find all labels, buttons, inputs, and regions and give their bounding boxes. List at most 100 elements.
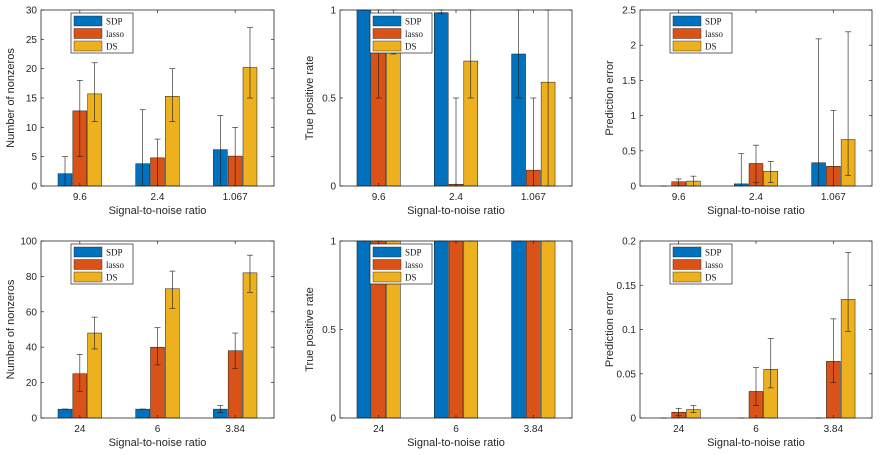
y-tick-label: 0 — [630, 182, 636, 193]
legend-label-lasso: lasso — [405, 260, 424, 270]
y-tick-label: 0.5 — [622, 146, 636, 157]
x-tick-label: 6 — [155, 424, 161, 435]
legend-swatch-sdp — [372, 246, 402, 258]
x-tick-label: 3.84 — [824, 424, 844, 435]
bar-sdp — [356, 9, 372, 187]
y-tick-label: 30 — [26, 6, 38, 17]
y-tick-label: 20 — [26, 378, 38, 389]
subplot-3: 0 0.5 1 1.5 2 2.5 9.6 2.4 1.067 Signal-to-noise r… — [604, 6, 873, 217]
legend-label-sdp: SDP — [705, 17, 722, 27]
x-tick-label: 6 — [453, 424, 459, 435]
legend-label-ds: DS — [405, 273, 417, 283]
x-tick-label: 2.4 — [749, 192, 763, 203]
subplot-1: 0 5 10 15 20 25 30 9.6 2.4 1.067 Signal-to-noise r… — [5, 6, 275, 217]
y-tick-label: 0.15 — [617, 281, 637, 292]
x-axis-label: Signal-to-noise ratio — [707, 437, 805, 449]
subplot-5: 0 0.5 1 24 6 3.84 Signal-to-noise ratio True po… — [304, 237, 573, 449]
bar-lasso — [526, 240, 541, 419]
legend: SDP lasso DS — [70, 243, 134, 285]
legend-swatch-ds — [73, 40, 103, 52]
x-axis-label: Signal-to-noise ratio — [109, 437, 207, 449]
legend: SDP lasso DS — [669, 12, 733, 54]
bar-sdp — [434, 12, 449, 187]
bar-sdp — [356, 240, 372, 419]
legend-swatch-ds — [73, 271, 103, 283]
legend: SDP lasso DS — [669, 243, 733, 285]
x-axis-label: Signal-to-noise ratio — [407, 437, 505, 449]
x-axis-label: Signal-to-noise ratio — [407, 205, 505, 217]
x-tick-label: 24 — [673, 424, 685, 435]
legend-label-ds: DS — [106, 273, 118, 283]
legend-label-ds: DS — [705, 42, 717, 52]
x-tick-label: 2.4 — [449, 192, 463, 203]
axes-frame — [40, 9, 275, 187]
y-tick-label: 1 — [330, 237, 336, 248]
legend-swatch-ds — [372, 40, 402, 52]
y-tick-label: 0 — [31, 182, 37, 193]
x-tick-label: 24 — [373, 424, 385, 435]
legend-swatch-sdp — [372, 15, 402, 27]
legend-swatch-sdp — [73, 15, 103, 27]
x-tick-label: 6 — [753, 424, 759, 435]
y-tick-label: 0.1 — [622, 325, 636, 336]
y-tick-label: 80 — [26, 272, 38, 283]
legend-swatch-ds — [672, 271, 702, 283]
legend-label-sdp: SDP — [405, 248, 422, 258]
y-tick-label: 0 — [330, 182, 336, 193]
y-axis-label: Number of nonzeros — [5, 279, 17, 379]
x-tick-label: 9.6 — [73, 192, 87, 203]
y-tick-label: 0 — [630, 414, 636, 425]
legend-swatch-lasso — [672, 28, 702, 39]
y-tick-label: 2.5 — [622, 6, 636, 17]
x-tick-label: 9.6 — [372, 192, 386, 203]
subplot-4: 0 20 40 60 80 100 24 6 3.84 Signal-to-noise ratio… — [5, 237, 275, 449]
y-axis-label: True positive rate — [304, 56, 316, 141]
bar-sdp — [57, 408, 73, 419]
legend-swatch-sdp — [73, 246, 103, 258]
y-tick-label: 0.05 — [617, 369, 637, 380]
y-tick-label: 60 — [26, 307, 38, 318]
legend-label-lasso: lasso — [405, 29, 424, 39]
y-axis-label: Prediction error — [604, 292, 616, 368]
x-tick-label: 1.067 — [821, 192, 846, 203]
y-tick-label: 1 — [330, 6, 336, 17]
x-tick-label: 3.84 — [524, 424, 544, 435]
x-tick-label: 3.84 — [225, 424, 245, 435]
legend-label-ds: DS — [705, 273, 717, 283]
x-tick-label: 1.067 — [223, 192, 248, 203]
legend-label-sdp: SDP — [106, 248, 123, 258]
legend-swatch-ds — [672, 40, 702, 52]
legend-swatch-ds — [372, 271, 402, 283]
bar-ds — [242, 272, 258, 419]
legend-label-sdp: SDP — [705, 248, 722, 258]
subplot-6: 0 0.05 0.1 0.15 0.2 24 6 3.84 Signal-to-noise ra… — [604, 237, 873, 449]
y-tick-label: 0.5 — [322, 325, 336, 336]
bar-sdp — [511, 240, 526, 419]
legend-label-lasso: lasso — [705, 29, 724, 39]
y-tick-label: 0 — [330, 414, 336, 425]
y-tick-label: 0.2 — [622, 237, 636, 248]
y-tick-label: 15 — [26, 94, 38, 105]
x-axis-label: Signal-to-noise ratio — [109, 205, 207, 217]
legend-swatch-lasso — [672, 259, 702, 270]
legend-swatch-lasso — [372, 259, 402, 270]
bar-ds — [463, 240, 478, 419]
subplot-2: 0 0.5 1 9.6 2.4 1.067 Signal-to-noise ratio Tru… — [304, 6, 573, 217]
legend-label-lasso: lasso — [705, 260, 724, 270]
axes-frame — [639, 9, 873, 187]
legend-label-lasso: lasso — [106, 260, 125, 270]
y-tick-label: 20 — [26, 64, 38, 75]
y-tick-label: 0 — [31, 414, 37, 425]
legend-swatch-sdp — [672, 15, 702, 27]
axes-frame — [40, 240, 275, 419]
axes-frame — [639, 240, 873, 419]
y-axis-label: True positive rate — [304, 287, 316, 372]
x-tick-label: 2.4 — [151, 192, 165, 203]
legend-swatch-sdp — [672, 246, 702, 258]
y-tick-label: 10 — [26, 123, 38, 134]
y-axis-label: Number of nonzeros — [5, 48, 17, 148]
legend-swatch-lasso — [372, 28, 402, 39]
legend-label-ds: DS — [405, 42, 417, 52]
legend-label-ds: DS — [106, 42, 118, 52]
